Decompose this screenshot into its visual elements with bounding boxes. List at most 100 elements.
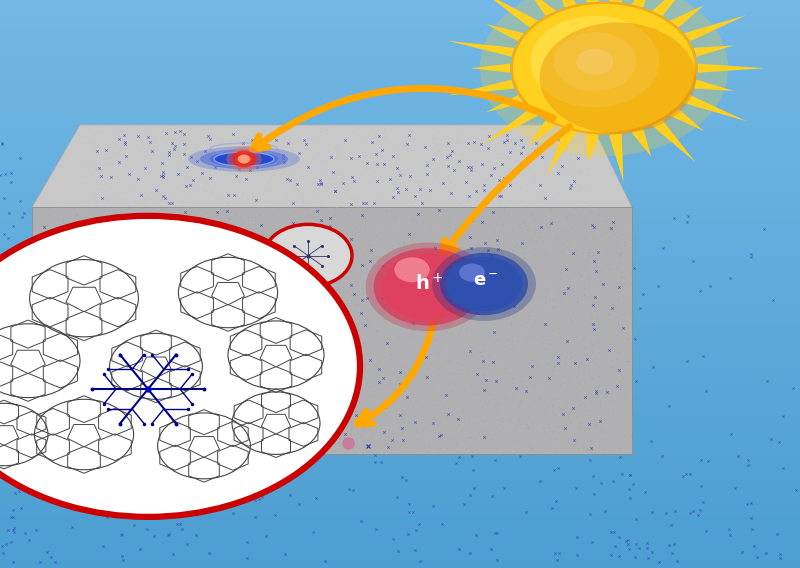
- Point: [134, 282, 147, 291]
- Point: [33, 261, 46, 270]
- Point: [480, 139, 493, 148]
- Point: [206, 186, 218, 195]
- Point: [99, 422, 112, 431]
- Point: [274, 440, 286, 449]
- Point: [514, 445, 527, 454]
- Point: [550, 219, 562, 228]
- Point: [372, 327, 385, 336]
- Circle shape: [554, 32, 636, 91]
- Point: [351, 415, 364, 424]
- Point: [547, 139, 560, 148]
- Point: [78, 197, 90, 206]
- Point: [247, 370, 260, 379]
- Point: [612, 296, 625, 306]
- Point: [173, 210, 186, 219]
- Point: [599, 390, 612, 399]
- Point: [499, 215, 512, 224]
- Point: [403, 395, 416, 404]
- Point: [42, 252, 54, 261]
- Point: [270, 331, 282, 340]
- Point: [609, 347, 622, 356]
- Point: [554, 170, 566, 179]
- Point: [220, 348, 233, 357]
- Point: [599, 212, 612, 221]
- Point: [487, 293, 500, 302]
- Point: [314, 356, 327, 365]
- Point: [129, 294, 142, 303]
- Point: [104, 323, 117, 332]
- Point: [470, 391, 483, 400]
- Point: [202, 344, 215, 353]
- Point: [73, 277, 86, 286]
- Point: [586, 341, 599, 350]
- Point: [59, 404, 72, 413]
- Point: [566, 131, 579, 140]
- Point: [393, 303, 406, 312]
- Point: [142, 155, 155, 164]
- Point: [219, 395, 232, 404]
- Point: [575, 145, 588, 154]
- Point: [329, 394, 342, 403]
- Point: [339, 312, 352, 321]
- Point: [398, 158, 410, 167]
- Point: [158, 336, 170, 345]
- Point: [378, 366, 391, 375]
- Point: [123, 168, 136, 177]
- Point: [509, 427, 522, 436]
- Point: [72, 359, 85, 368]
- Point: [213, 410, 226, 419]
- Point: [103, 290, 116, 299]
- Point: [170, 188, 183, 197]
- Point: [414, 411, 427, 420]
- Point: [422, 398, 435, 407]
- Point: [326, 174, 339, 183]
- Point: [59, 225, 72, 234]
- Point: [86, 424, 98, 433]
- Point: [530, 332, 543, 341]
- Point: [159, 432, 172, 441]
- Point: [326, 335, 339, 344]
- Point: [522, 318, 535, 327]
- Point: [242, 236, 254, 245]
- Point: [270, 341, 283, 350]
- Point: [352, 211, 365, 220]
- Point: [515, 411, 528, 420]
- Point: [320, 438, 333, 448]
- Point: [79, 381, 92, 390]
- Point: [541, 249, 554, 258]
- Point: [198, 278, 211, 287]
- Point: [180, 406, 193, 415]
- Point: [473, 139, 486, 148]
- Point: [560, 241, 573, 250]
- Point: [141, 397, 154, 406]
- Point: [438, 250, 451, 259]
- Point: [472, 160, 485, 169]
- Point: [166, 364, 179, 373]
- Point: [612, 295, 625, 304]
- Point: [432, 382, 445, 391]
- Point: [149, 324, 162, 333]
- Point: [326, 161, 339, 170]
- Point: [405, 173, 418, 182]
- Point: [154, 353, 167, 362]
- Point: [565, 383, 578, 392]
- Point: [334, 303, 346, 312]
- Point: [213, 200, 226, 209]
- Point: [342, 202, 354, 211]
- Point: [280, 192, 293, 201]
- Point: [149, 218, 162, 227]
- Point: [491, 317, 504, 326]
- Point: [581, 139, 594, 148]
- Point: [479, 219, 492, 228]
- Point: [482, 449, 494, 458]
- Point: [425, 264, 438, 273]
- Point: [344, 416, 357, 425]
- Point: [525, 123, 538, 132]
- Point: [184, 220, 197, 229]
- Point: [69, 247, 82, 256]
- Point: [477, 222, 490, 231]
- Point: [501, 174, 514, 183]
- Point: [430, 378, 443, 387]
- Point: [557, 277, 570, 286]
- Point: [184, 275, 197, 285]
